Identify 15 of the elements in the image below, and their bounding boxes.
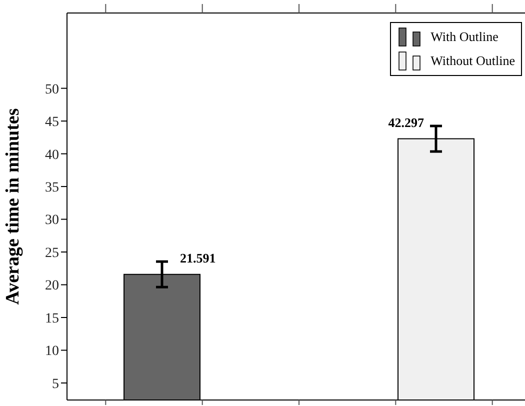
y-tick-label: 35	[45, 180, 59, 196]
y-tick-label: 5	[52, 376, 59, 392]
legend-label: With Outline	[430, 29, 498, 45]
y-tick-label: 45	[45, 115, 59, 130]
y-tick-label: 20	[45, 278, 59, 294]
data-label: 21.591	[180, 250, 216, 266]
y-tick-label: 10	[45, 344, 59, 360]
y-axis-title: Average time in minutes	[2, 108, 24, 305]
legend-label: Without Outline	[430, 53, 515, 69]
y-tick-label: 30	[45, 213, 59, 228]
y-tick-label: 40	[45, 148, 59, 163]
data-label: 42.297	[388, 114, 424, 130]
y-tick-label: 25	[45, 246, 59, 261]
y-tick-label: 15	[45, 311, 59, 326]
y-tick-label: 50	[45, 82, 59, 98]
